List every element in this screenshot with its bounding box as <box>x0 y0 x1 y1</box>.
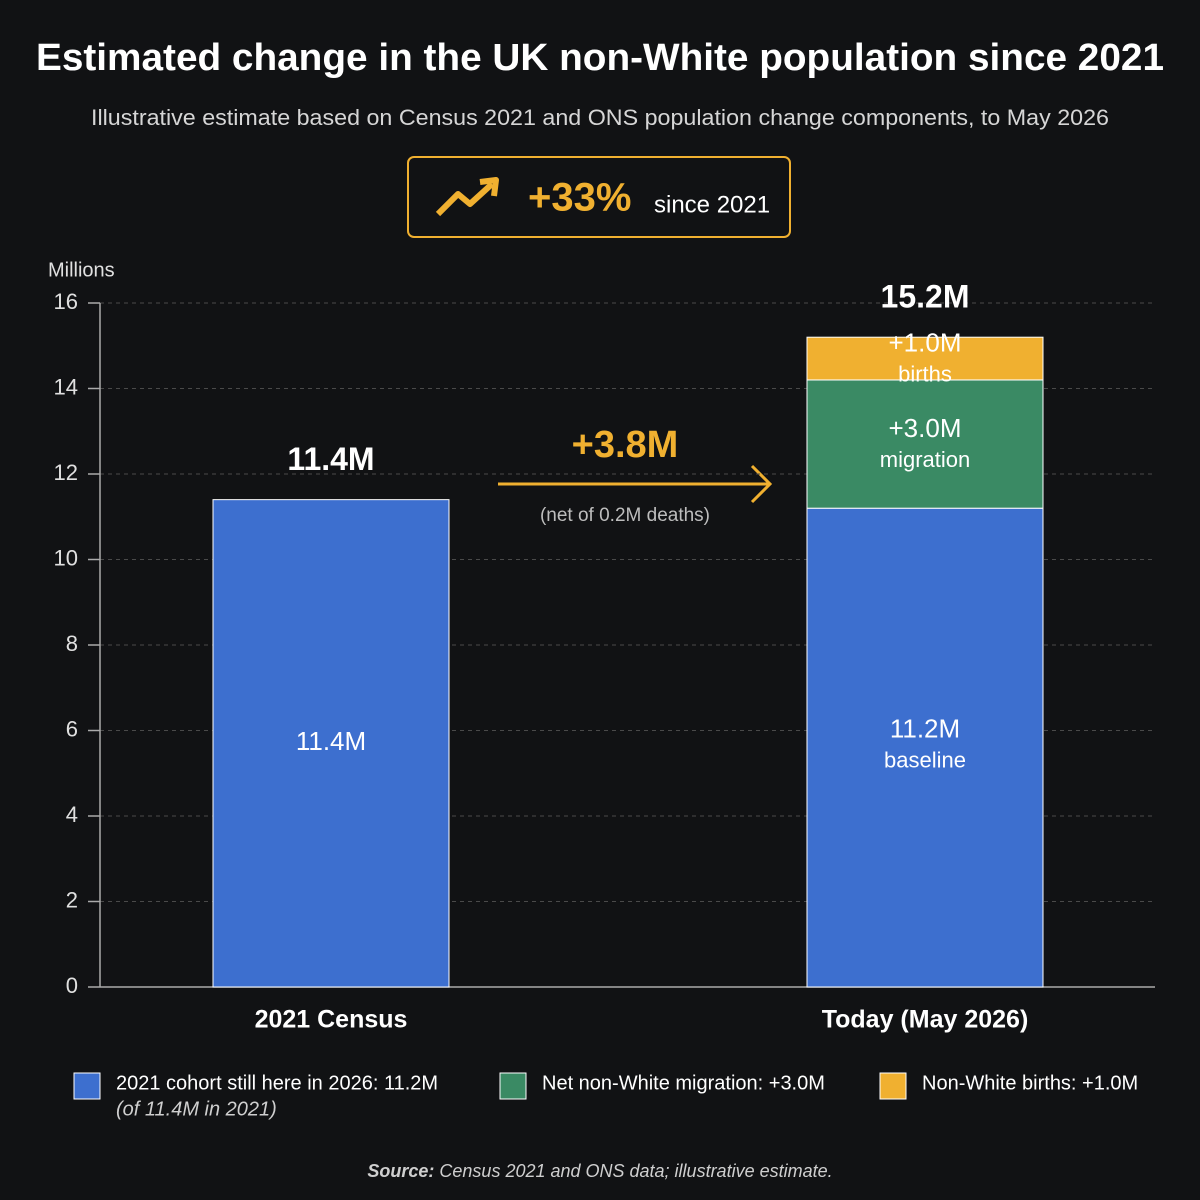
x-tick-label: 2021 Census <box>255 1006 408 1034</box>
legend-label: Non-White births: +1.0M <box>922 1072 1138 1094</box>
y-tick-label: 14 <box>54 374 78 399</box>
x-tick-label: Today (May 2026) <box>822 1006 1029 1034</box>
y-tick-label: 12 <box>54 460 78 485</box>
annotation-arrowhead <box>750 464 773 504</box>
y-tick-label: 2 <box>66 887 78 912</box>
badge-text: since 2021 <box>654 191 770 218</box>
trend-icon <box>435 181 495 217</box>
bar-segment <box>806 336 1044 381</box>
legend-swatch <box>499 1072 527 1100</box>
bar-value-label: +3.0M <box>889 413 962 443</box>
segment-label: baseline <box>884 747 966 772</box>
bar-segment <box>806 507 1044 988</box>
total-label: 15.2M <box>881 279 970 315</box>
bar-value-label: 11.4M <box>296 726 366 756</box>
legend-swatch <box>879 1072 907 1100</box>
bar-segment <box>806 379 1044 509</box>
y-tick-label: 16 <box>54 289 78 314</box>
y-axis-label: Millions <box>48 259 115 281</box>
y-tick-label: 0 <box>66 973 78 998</box>
legend-label: 2021 cohort still here in 2026: 11.2M <box>116 1072 438 1094</box>
y-tick-label: 6 <box>66 716 78 741</box>
badge-value: +33% <box>528 176 631 220</box>
legend-swatch <box>73 1072 101 1100</box>
bar-segment <box>212 499 450 988</box>
total-label: 11.4M <box>287 441 374 477</box>
badge-box <box>407 156 791 238</box>
segment-label: migration <box>880 447 970 472</box>
chart-title: Estimated change in the UK non-White pop… <box>36 37 1164 79</box>
legend-label: Net non-White migration: +3.0M <box>542 1072 825 1094</box>
source-text: Census 2021 and ONS data; illustrative e… <box>439 1161 832 1181</box>
annotation-note: (net of 0.2M deaths) <box>540 505 710 526</box>
segment-label: births <box>898 361 952 386</box>
bar-value-label: 11.2M <box>890 713 960 743</box>
trend-icon-head <box>479 177 499 197</box>
annotation-text: +3.8M <box>572 424 679 466</box>
y-tick-label: 10 <box>54 545 78 570</box>
y-tick-label: 8 <box>66 631 78 656</box>
bar-value-label: +1.0M <box>889 327 962 357</box>
source: Source: Census 2021 and ONS data; illust… <box>367 1161 832 1181</box>
legend-note: (of 11.4M in 2021) <box>116 1098 277 1120</box>
y-tick-label: 4 <box>66 802 78 827</box>
source-label: Source: <box>367 1161 434 1181</box>
chart-subtitle: Illustrative estimate based on Census 20… <box>91 105 1109 130</box>
